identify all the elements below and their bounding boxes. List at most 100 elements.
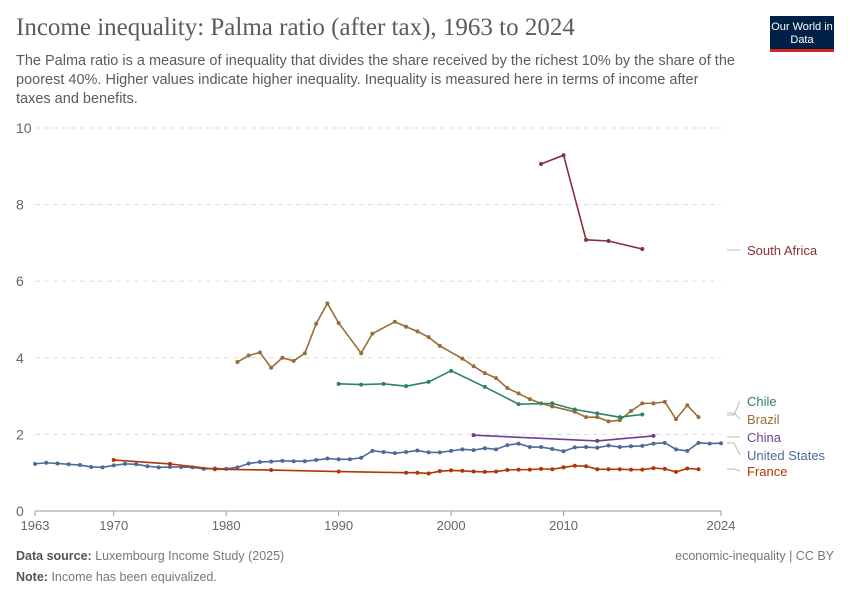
data-point-united-states bbox=[494, 447, 499, 452]
data-point-brazil bbox=[696, 415, 701, 420]
data-point-united-states bbox=[269, 459, 274, 464]
data-point-united-states bbox=[572, 445, 577, 450]
data-point-united-states bbox=[325, 456, 330, 461]
data-point-brazil bbox=[257, 350, 262, 355]
data-point-chile bbox=[550, 401, 555, 406]
data-point-united-states bbox=[437, 450, 442, 455]
data-point-chile bbox=[359, 382, 364, 387]
data-point-united-states bbox=[100, 465, 105, 470]
data-point-united-states bbox=[347, 457, 352, 462]
data-point-brazil bbox=[595, 415, 600, 420]
x-tick-label: 2010 bbox=[549, 518, 578, 533]
data-point-brazil bbox=[359, 351, 364, 356]
data-point-brazil bbox=[314, 321, 319, 326]
data-point-brazil bbox=[280, 355, 285, 360]
data-point-france bbox=[437, 469, 442, 474]
data-point-united-states bbox=[561, 449, 566, 454]
data-point-brazil bbox=[426, 335, 431, 340]
data-point-brazil bbox=[392, 319, 397, 324]
series-line-south-africa bbox=[540, 154, 643, 250]
data-point-united-states bbox=[134, 462, 139, 467]
x-tick-label: 1970 bbox=[99, 518, 128, 533]
data-point-brazil bbox=[674, 417, 679, 422]
data-point-france bbox=[269, 468, 274, 473]
data-point-chile bbox=[426, 379, 431, 384]
data-point-brazil bbox=[415, 329, 420, 334]
data-point-united-states bbox=[291, 459, 296, 464]
series-line-chile bbox=[338, 369, 643, 418]
data-point-chile bbox=[640, 412, 645, 417]
data-point-united-states bbox=[550, 446, 555, 451]
note: Note: Income has been equivalized. bbox=[16, 570, 217, 584]
data-point-united-states bbox=[167, 464, 172, 469]
data-point-france bbox=[415, 470, 420, 475]
data-point-united-states bbox=[314, 458, 319, 463]
source-label: Data source: bbox=[16, 549, 92, 563]
data-point-france bbox=[662, 466, 667, 471]
owid-logo[interactable]: Our World in Data bbox=[770, 16, 834, 52]
data-point-france bbox=[640, 467, 645, 472]
data-point-france bbox=[471, 469, 476, 474]
data-point-france bbox=[494, 469, 499, 474]
source-link[interactable]: Luxembourg Income Study (2025) bbox=[95, 549, 285, 563]
data-point-chile bbox=[516, 402, 521, 407]
data-point-chile bbox=[381, 381, 386, 386]
data-point-united-states bbox=[370, 448, 375, 453]
data-point-south-africa bbox=[606, 238, 611, 243]
data-point-brazil bbox=[336, 320, 341, 325]
data-point-china bbox=[651, 433, 656, 438]
label-connector bbox=[727, 468, 741, 472]
x-tick-label: 2024 bbox=[707, 518, 736, 533]
data-point-united-states bbox=[404, 450, 409, 455]
y-tick-label: 6 bbox=[16, 273, 24, 289]
label-connector bbox=[727, 400, 741, 416]
data-point-brazil bbox=[370, 331, 375, 336]
data-point-united-states bbox=[584, 445, 589, 450]
data-point-france bbox=[550, 467, 555, 472]
data-point-china bbox=[471, 433, 476, 438]
y-tick-label: 0 bbox=[16, 503, 24, 519]
x-tick-label: 1990 bbox=[324, 518, 353, 533]
data-point-chile bbox=[572, 407, 577, 412]
label-connector bbox=[727, 442, 741, 456]
data-point-united-states bbox=[33, 461, 37, 466]
y-tick-label: 4 bbox=[16, 350, 24, 366]
data-point-france bbox=[460, 468, 465, 473]
data-point-france bbox=[167, 461, 172, 466]
series-line-china bbox=[473, 434, 654, 442]
data-point-brazil bbox=[640, 401, 645, 406]
data-point-united-states bbox=[651, 441, 656, 446]
data-point-france bbox=[606, 467, 611, 472]
data-point-france bbox=[651, 466, 656, 471]
data-point-united-states bbox=[415, 448, 420, 453]
data-point-france bbox=[696, 467, 701, 472]
data-point-united-states bbox=[145, 464, 150, 469]
data-point-united-states bbox=[719, 441, 723, 446]
license[interactable]: economic-inequality | CC BY bbox=[675, 549, 834, 563]
data-point-brazil bbox=[617, 418, 622, 423]
data-point-united-states bbox=[77, 463, 82, 468]
chart-subtitle: The Palma ratio is a measure of inequali… bbox=[16, 53, 735, 107]
series-label-brazil: Brazil bbox=[747, 412, 780, 427]
data-point-chile bbox=[617, 415, 622, 420]
data-point-france bbox=[336, 469, 341, 474]
data-point-brazil bbox=[516, 391, 521, 396]
series-label-united-states: United States bbox=[747, 448, 826, 463]
data-point-united-states bbox=[595, 445, 600, 450]
data-point-france bbox=[111, 458, 116, 463]
data-point-france bbox=[482, 469, 487, 474]
data-point-brazil bbox=[662, 399, 667, 404]
y-tick-label: 8 bbox=[16, 197, 24, 213]
label-connector bbox=[727, 412, 741, 420]
data-point-united-states bbox=[302, 459, 307, 464]
data-point-brazil bbox=[235, 360, 240, 365]
data-point-brazil bbox=[494, 376, 499, 381]
data-point-united-states bbox=[527, 445, 532, 450]
data-point-brazil bbox=[246, 353, 251, 358]
data-point-united-states bbox=[426, 450, 431, 455]
data-point-united-states bbox=[336, 457, 341, 462]
x-tick-label: 1980 bbox=[212, 518, 241, 533]
data-point-france bbox=[516, 467, 521, 472]
data-point-france bbox=[539, 466, 544, 471]
data-point-united-states bbox=[471, 448, 476, 453]
